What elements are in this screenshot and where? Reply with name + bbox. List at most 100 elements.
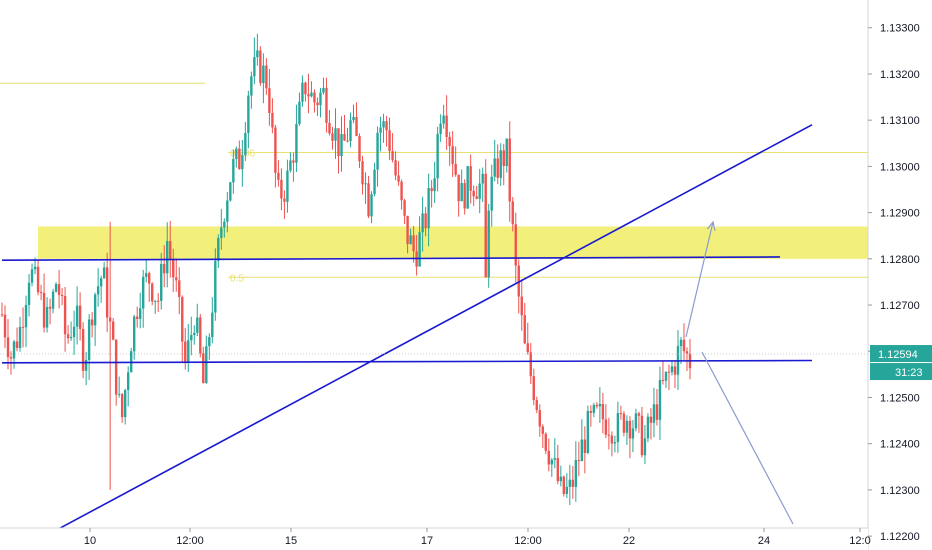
y-tick-label: 1.12500: [880, 392, 920, 404]
candle-body: [87, 319, 91, 361]
candle-body: [244, 133, 247, 156]
candle-body: [214, 260, 217, 313]
candle-body: [298, 101, 301, 124]
projection-arrow-down: [701, 351, 794, 525]
candle-body: [337, 128, 340, 156]
y-tick-label: 1.13300: [880, 23, 920, 35]
candle-body: [406, 215, 409, 245]
candle-body: [322, 87, 325, 93]
candle-body: [616, 413, 620, 443]
candle-body: [21, 326, 25, 328]
candles-group: [0, 33, 692, 505]
candle-body: [466, 166, 469, 209]
candle-body: [66, 334, 70, 339]
candle-body: [334, 128, 337, 141]
candle-body: [595, 404, 599, 407]
candle-body: [328, 122, 331, 134]
candle-body: [105, 267, 109, 318]
candle-body: [114, 339, 118, 395]
candle-body: [54, 283, 58, 292]
candle-body: [175, 277, 178, 281]
candle-body: [102, 267, 106, 279]
candle-body: [0, 314, 4, 316]
candle-body: [181, 296, 184, 342]
candle-body: [226, 200, 229, 222]
candle-body: [283, 198, 286, 202]
candle-body: [343, 133, 346, 141]
candle-body: [586, 411, 590, 453]
fib-level-label: 0.5: [230, 273, 244, 284]
candle-body: [418, 232, 421, 267]
x-tick-label: 22: [623, 535, 635, 547]
candle-body: [135, 316, 139, 319]
candle-body: [208, 337, 211, 347]
candle-body: [520, 296, 523, 316]
candle-body: [628, 420, 632, 439]
candle-body: [196, 317, 199, 333]
y-tick-label: 1.13100: [880, 115, 920, 127]
candle-body: [60, 294, 64, 297]
candle-body: [574, 460, 578, 487]
candle-body: [280, 179, 283, 199]
candle-body: [30, 269, 34, 283]
candle-body: [69, 336, 73, 339]
candle-body: [436, 133, 439, 179]
x-tick-label: 10: [84, 535, 96, 547]
candle-body: [658, 379, 662, 420]
candle-body: [250, 76, 253, 96]
candle-body: [220, 227, 223, 238]
candle-body: [484, 173, 487, 278]
candle-body: [409, 235, 412, 245]
candle-body: [538, 410, 541, 427]
candle-body: [400, 181, 403, 201]
candle-body: [96, 286, 100, 295]
x-tick-label: 15: [285, 535, 297, 547]
candle-body: [376, 132, 379, 170]
candle-body: [319, 92, 322, 106]
candle-body: [238, 148, 241, 170]
candle-body: [517, 265, 520, 297]
candle-body: [193, 332, 196, 336]
candle-body: [48, 306, 52, 309]
candle-body: [63, 296, 67, 335]
candle-body: [502, 150, 505, 167]
candle-body: [72, 326, 76, 337]
candle-body: [673, 366, 677, 375]
x-tick-label: 12:00: [514, 535, 542, 547]
candle-body: [631, 428, 635, 439]
candle-body: [679, 339, 683, 347]
y-tick-label: 1.12400: [880, 439, 920, 451]
candle-body: [259, 50, 262, 84]
candle-body: [583, 439, 587, 453]
candle-body: [511, 201, 514, 225]
candle-body: [145, 273, 148, 277]
candle-body: [160, 263, 163, 301]
candle-body: [661, 379, 665, 381]
candle-body: [523, 315, 526, 344]
horizontal-support-line: [1, 359, 813, 364]
candle-body: [580, 439, 584, 462]
candle-body: [478, 183, 481, 199]
candle-body: [205, 346, 208, 384]
candle-body: [6, 337, 10, 358]
candle-body: [568, 479, 572, 487]
candle-body: [57, 283, 61, 295]
candle-body: [472, 190, 475, 197]
candle-body: [331, 133, 334, 141]
candle-body: [373, 169, 376, 195]
candle-body: [235, 148, 238, 160]
candle-body: [142, 276, 145, 309]
candle-body: [84, 360, 88, 371]
candle-body: [90, 319, 94, 326]
candle-body: [172, 259, 175, 278]
candle-body: [643, 438, 647, 456]
candle-body: [307, 94, 310, 97]
candle-body: [157, 300, 160, 302]
candle-body: [412, 235, 415, 252]
candle-body: [123, 390, 127, 418]
candle-body: [93, 294, 97, 326]
candle-body: [619, 413, 623, 415]
y-tick-label: 1.13200: [880, 69, 920, 81]
